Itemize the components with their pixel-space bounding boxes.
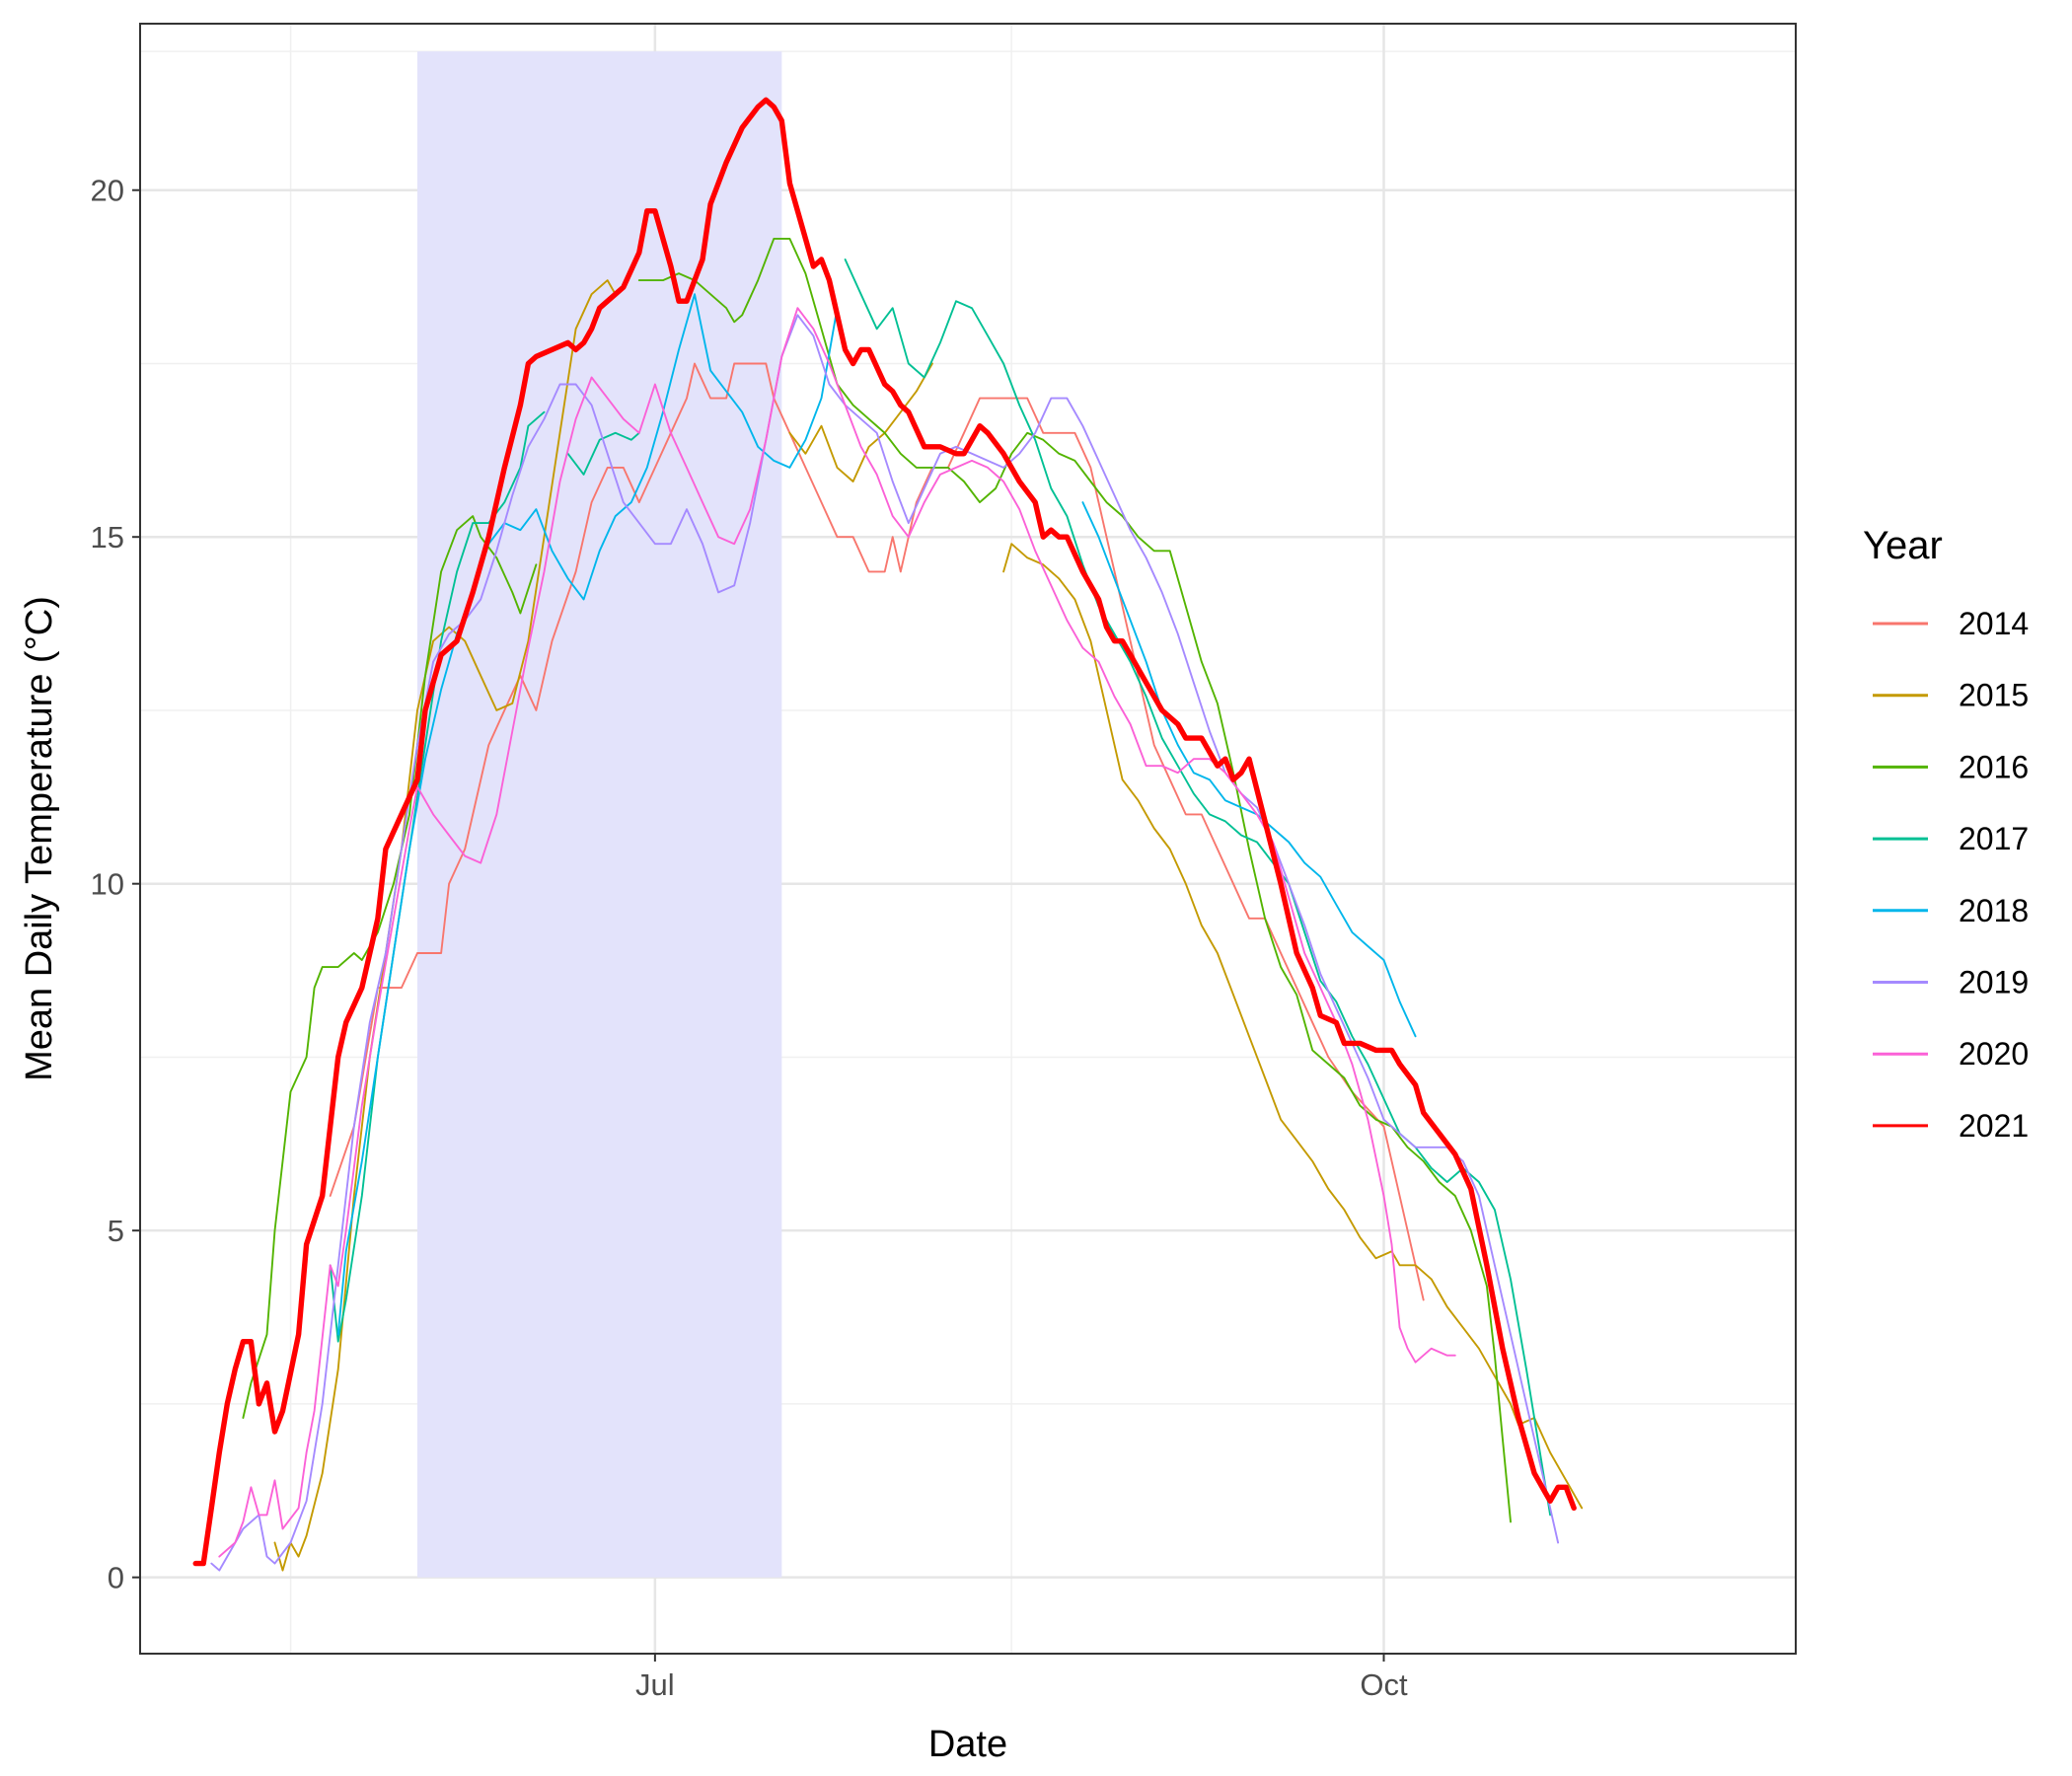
legend-items: 2014 2015 2016 2017 2018 2019 2020 2021	[1873, 606, 2029, 1144]
legend-label: 2019	[1959, 965, 2029, 1000]
series-line-2016	[637, 237, 1512, 1523]
series-line-2015	[273, 279, 617, 1572]
legend-label: 2018	[1959, 893, 2029, 928]
x-tick-label: Jul	[635, 1667, 675, 1702]
legend-label: 2016	[1959, 749, 2029, 784]
y-tick-label: 0	[108, 1561, 124, 1595]
legend-item: 2014	[1873, 606, 2029, 641]
y-tick-label: 10	[91, 867, 124, 902]
legend-item: 2019	[1873, 965, 2029, 1000]
legend-title: Year	[1863, 524, 1943, 567]
plot-panel	[140, 24, 1796, 1654]
legend: Year 2014 2015 2016 2017 2018 2019 2020 2021	[1863, 524, 2029, 1144]
grid-layer	[140, 24, 1796, 1654]
legend-label: 2017	[1959, 821, 2029, 856]
series-line-2017	[844, 259, 1552, 1517]
legend-label: 2015	[1959, 678, 2029, 713]
series-line-2017	[329, 410, 546, 1343]
series-2018	[336, 293, 1417, 1336]
series-2017	[329, 259, 1552, 1517]
legend-item: 2020	[1873, 1036, 2029, 1072]
series-line-2017	[566, 431, 640, 476]
series-2014	[329, 362, 1425, 1301]
y-tick-label: 5	[108, 1214, 124, 1248]
x-axis-label: Date	[928, 1724, 1007, 1765]
legend-item: 2021	[1873, 1108, 2029, 1144]
series-layer	[192, 97, 1584, 1572]
legend-item: 2018	[1873, 893, 2029, 928]
axis-layer: 0 5 10 15 20 Jul Oct	[91, 174, 1408, 1702]
y-tick-label: 15	[91, 520, 124, 555]
series-line-2021	[192, 97, 1577, 1567]
legend-label: 2014	[1959, 606, 2029, 641]
series-line-2014	[329, 362, 1425, 1301]
legend-item: 2016	[1873, 749, 2029, 784]
legend-label: 2020	[1959, 1036, 2029, 1072]
x-tick-label: Oct	[1360, 1667, 1408, 1702]
series-line-2015	[1002, 543, 1584, 1510]
series-2015	[273, 279, 1584, 1572]
series-line-2018	[1081, 501, 1417, 1038]
legend-item: 2015	[1873, 678, 2029, 713]
series-line-2015	[788, 362, 933, 482]
y-tick-label: 20	[91, 174, 124, 208]
series-2021	[192, 97, 1577, 1567]
y-axis-label: Mean Daily Temperature (°C)	[19, 596, 60, 1081]
legend-item: 2017	[1873, 821, 2029, 856]
legend-label: 2021	[1959, 1108, 2029, 1144]
series-line-2018	[336, 293, 839, 1336]
panel-border	[139, 23, 1797, 1655]
